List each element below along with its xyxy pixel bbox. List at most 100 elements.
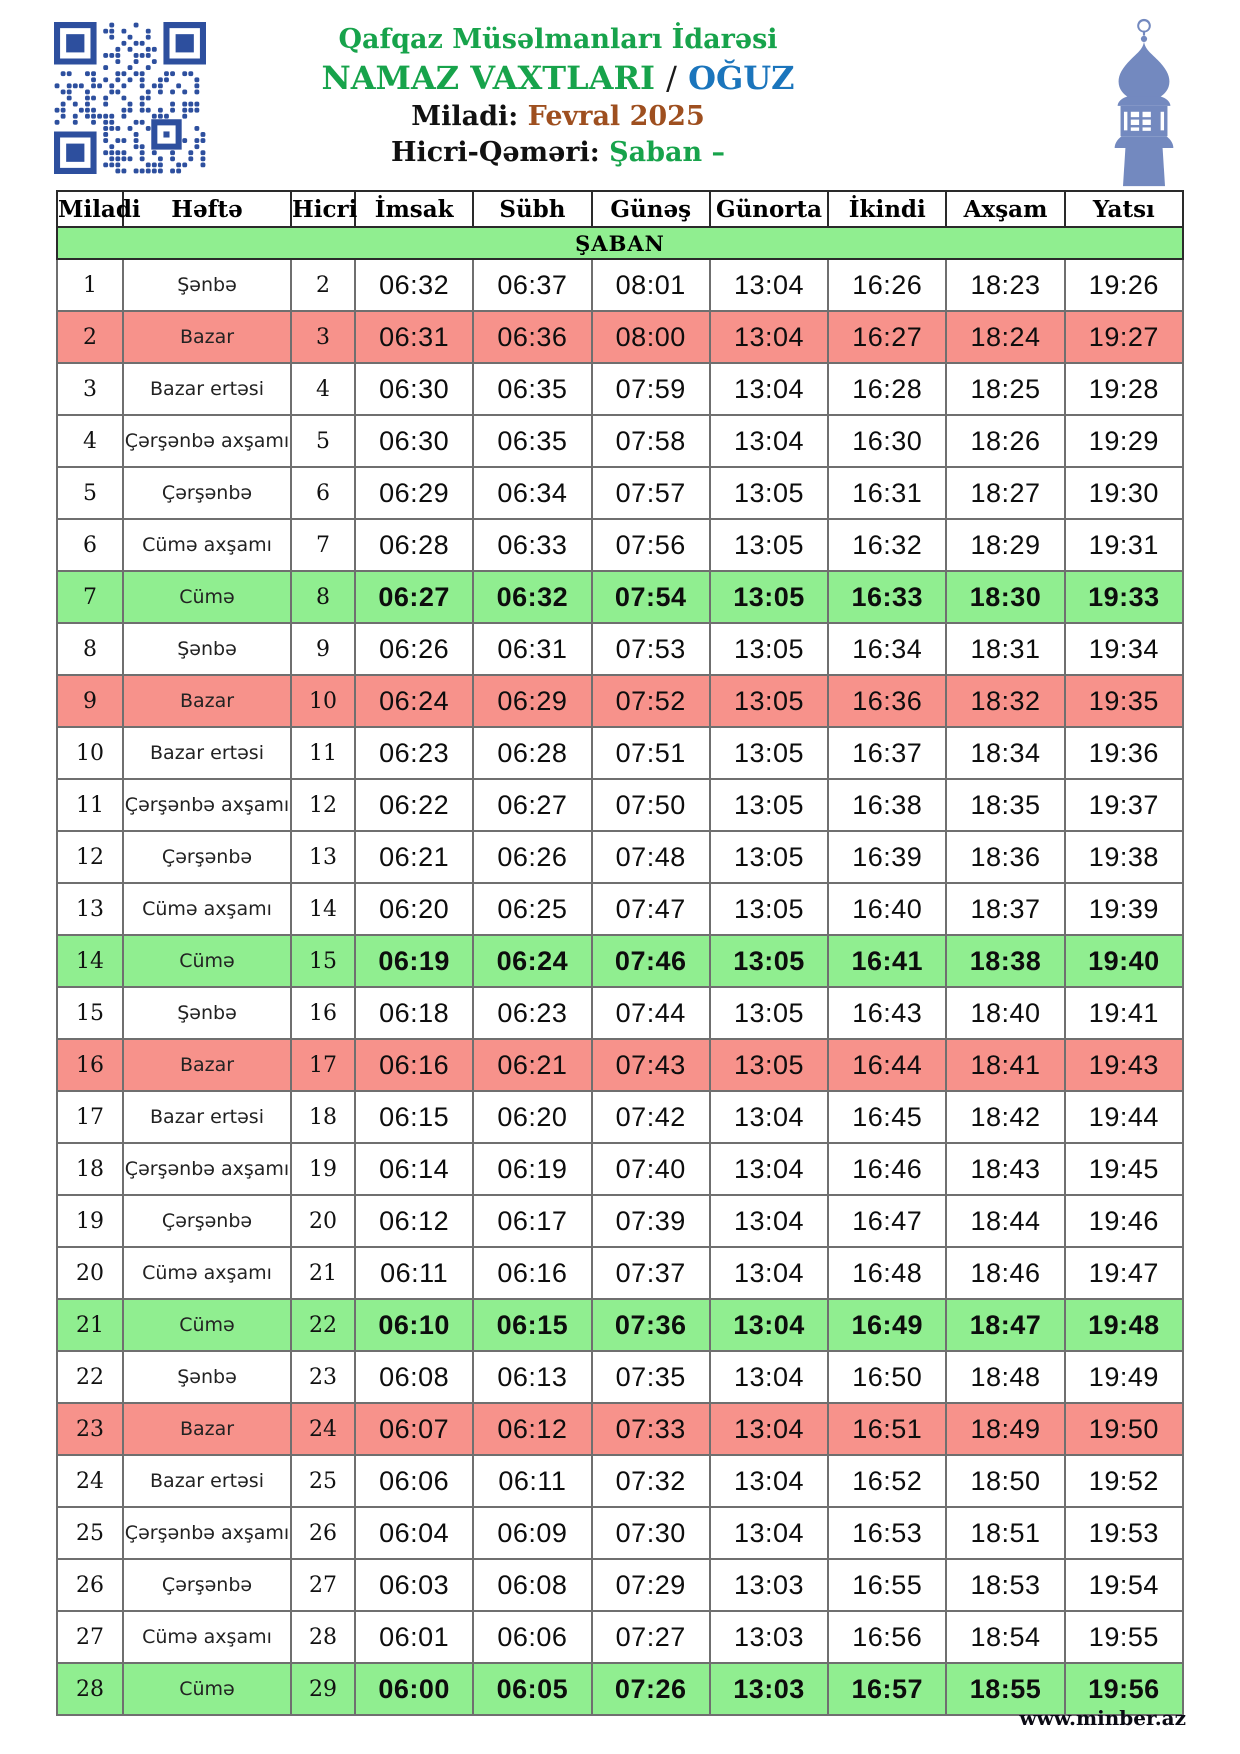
hicri-day: 22 <box>290 1298 356 1352</box>
hicri-day: 28 <box>290 1610 356 1664</box>
axsam-time: 18:30 <box>945 570 1066 624</box>
subh-time: 06:13 <box>472 1350 593 1404</box>
subh-time: 06:25 <box>472 882 593 936</box>
imsak-time: 06:31 <box>353 310 475 364</box>
imsak-time: 06:30 <box>353 414 475 468</box>
imsak-time: 06:30 <box>353 362 475 416</box>
gunorta-time: 13:04 <box>708 1298 830 1352</box>
axsam-time: 18:50 <box>945 1454 1066 1508</box>
column-header-7: İkindi <box>827 190 948 228</box>
imsak-time: 06:21 <box>353 830 475 884</box>
table-row: 7 Cümə 8 06:27 06:32 07:54 13:05 16:33 1… <box>56 570 1185 624</box>
table-row: 24 Bazar ertəsi 25 06:06 06:11 07:32 13:… <box>56 1454 1185 1508</box>
gunes-time: 07:42 <box>590 1090 711 1144</box>
imsak-time: 06:04 <box>353 1506 475 1560</box>
weekday-name: Cümə axşamı <box>122 1610 292 1664</box>
table-row: 27 Cümə axşamı 28 06:01 06:06 07:27 13:0… <box>56 1610 1185 1664</box>
imsak-time: 06:14 <box>353 1142 475 1196</box>
ikindi-time: 16:26 <box>827 258 948 312</box>
miladi-day: 17 <box>56 1090 124 1144</box>
yatsi-time: 19:27 <box>1063 310 1185 364</box>
gunorta-time: 13:03 <box>708 1610 830 1664</box>
axsam-time: 18:38 <box>945 934 1066 988</box>
qr-code <box>54 16 206 180</box>
table-row: 10 Bazar ertəsi 11 06:23 06:28 07:51 13:… <box>56 726 1185 780</box>
yatsi-time: 19:30 <box>1063 466 1185 520</box>
ikindi-time: 16:45 <box>827 1090 948 1144</box>
column-header-1: Həftə <box>122 190 292 228</box>
hicri-day: 14 <box>290 882 356 936</box>
miladi-day: 23 <box>56 1402 124 1456</box>
weekday-name: Çərşənbə axşamı <box>122 1142 292 1196</box>
gunorta-time: 13:04 <box>708 1246 830 1300</box>
subh-time: 06:15 <box>472 1298 593 1352</box>
gunes-time: 07:43 <box>590 1038 711 1092</box>
yatsi-time: 19:34 <box>1063 622 1185 676</box>
imsak-time: 06:07 <box>353 1402 475 1456</box>
subh-time: 06:26 <box>472 830 593 884</box>
gunes-time: 07:57 <box>590 466 711 520</box>
miladi-day: 11 <box>56 778 124 832</box>
ikindi-time: 16:38 <box>827 778 948 832</box>
axsam-time: 18:23 <box>945 258 1066 312</box>
imsak-time: 06:01 <box>353 1610 475 1664</box>
axsam-time: 18:44 <box>945 1194 1066 1248</box>
yatsi-time: 19:26 <box>1063 258 1185 312</box>
weekday-name: Şənbə <box>122 1350 292 1404</box>
subh-time: 06:16 <box>472 1246 593 1300</box>
imsak-time: 06:11 <box>353 1246 475 1300</box>
gunorta-time: 13:04 <box>708 1350 830 1404</box>
ikindi-time: 16:39 <box>827 830 948 884</box>
miladi-day: 24 <box>56 1454 124 1508</box>
column-header-5: Günəş <box>590 190 711 228</box>
column-header-9: Yatsı <box>1063 190 1185 228</box>
gunorta-time: 13:04 <box>708 258 830 312</box>
hicri-day: 20 <box>290 1194 356 1248</box>
yatsi-time: 19:37 <box>1063 778 1185 832</box>
miladi-date-line: Miladi: Fevral 2025 <box>200 103 916 130</box>
hicri-day: 5 <box>290 414 356 468</box>
hicri-day: 2 <box>290 258 356 312</box>
subh-time: 06:06 <box>472 1610 593 1664</box>
subh-time: 06:35 <box>472 362 593 416</box>
yatsi-time: 19:35 <box>1063 674 1185 728</box>
hicri-day: 7 <box>290 518 356 572</box>
gunorta-time: 13:04 <box>708 1090 830 1144</box>
subh-time: 06:27 <box>472 778 593 832</box>
hicri-day: 10 <box>290 674 356 728</box>
hicri-day: 16 <box>290 986 356 1040</box>
weekday-name: Bazar ertəsi <box>122 362 292 416</box>
gunes-time: 07:56 <box>590 518 711 572</box>
gunorta-time: 13:05 <box>708 1038 830 1092</box>
imsak-time: 06:28 <box>353 518 475 572</box>
minaret-silhouette <box>1114 18 1174 187</box>
gunorta-time: 13:05 <box>708 882 830 936</box>
gunorta-time: 13:03 <box>708 1558 830 1612</box>
subh-time: 06:11 <box>472 1454 593 1508</box>
gunorta-time: 13:04 <box>708 1454 830 1508</box>
prayer-table-body: 1 Şənbə 2 06:32 06:37 08:01 13:04 16:26 … <box>56 258 1185 1716</box>
subh-time: 06:17 <box>472 1194 593 1248</box>
weekday-name: Çərşənbə <box>122 1194 292 1248</box>
yatsi-time: 19:36 <box>1063 726 1185 780</box>
miladi-day: 9 <box>56 674 124 728</box>
subh-time: 06:19 <box>472 1142 593 1196</box>
table-row: 23 Bazar 24 06:07 06:12 07:33 13:04 16:5… <box>56 1402 1185 1456</box>
gunorta-time: 13:05 <box>708 986 830 1040</box>
hicri-day: 24 <box>290 1402 356 1456</box>
weekday-name: Çərşənbə <box>122 1558 292 1612</box>
subh-time: 06:36 <box>472 310 593 364</box>
qr-code-image <box>54 22 206 174</box>
weekday-name: Şənbə <box>122 258 292 312</box>
gunes-time: 07:27 <box>590 1610 711 1664</box>
imsak-time: 06:20 <box>353 882 475 936</box>
miladi-value: Fevral 2025 <box>527 101 705 132</box>
hicri-day: 15 <box>290 934 356 988</box>
hicri-day: 27 <box>290 1558 356 1612</box>
website-footer: www.minber.az <box>1019 1706 1186 1730</box>
gunes-time: 07:39 <box>590 1194 711 1248</box>
imsak-time: 06:29 <box>353 466 475 520</box>
hicri-day: 23 <box>290 1350 356 1404</box>
miladi-day: 16 <box>56 1038 124 1092</box>
imsak-time: 06:12 <box>353 1194 475 1248</box>
